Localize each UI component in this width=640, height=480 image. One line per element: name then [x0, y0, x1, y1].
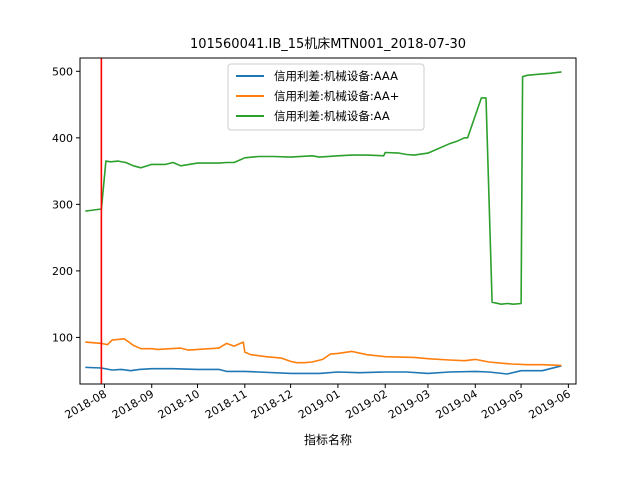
- y-tick-label: 200: [52, 265, 73, 278]
- y-tick-label: 300: [52, 198, 73, 211]
- series-line-0: [85, 365, 562, 375]
- legend-label-1: 信用利差:机械设备:AA+: [274, 89, 399, 103]
- legend: 信用利差:机械设备:AAA 信用利差:机械设备:AA+ 信用利差:机械设备:AA: [227, 63, 425, 131]
- y-tick-label: 400: [52, 132, 73, 145]
- series-line-1: [85, 337, 562, 367]
- plot-lines: [85, 58, 562, 384]
- y-tick-label: 100: [52, 331, 73, 344]
- x-axis-label: 指标名称: [304, 432, 352, 447]
- series-line-2: [85, 71, 562, 306]
- chart-title: 101560041.IB_15机床MTN001_2018-07-30: [190, 37, 466, 52]
- legend-label-0: 信用利差:机械设备:AAA: [274, 69, 398, 83]
- legend-label-2: 信用利差:机械设备:AA: [274, 109, 390, 123]
- plot-frame: [79, 57, 577, 385]
- legend-box: [227, 63, 425, 131]
- y-tick-label: 500: [52, 65, 73, 78]
